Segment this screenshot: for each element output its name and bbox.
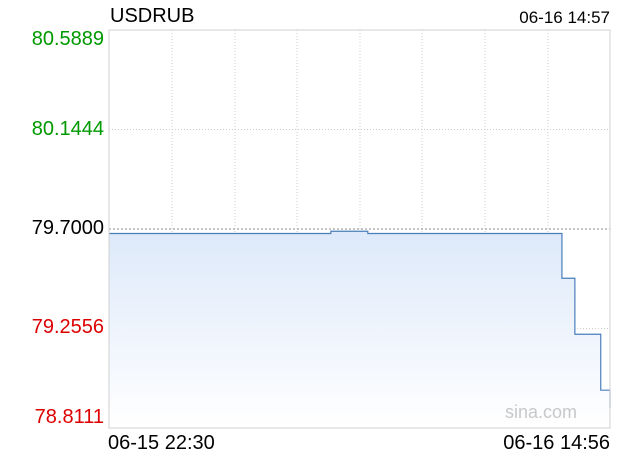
y-tick-label: 79.2556 xyxy=(31,316,104,339)
chart-title: USDRUB xyxy=(110,5,195,27)
timestamp: 06-16 14:57 xyxy=(519,8,610,27)
y-tick-label: 80.1444 xyxy=(31,117,104,140)
y-tick-label: 79.7000 xyxy=(31,217,104,239)
x-label-start: 06-15 22:30 xyxy=(108,432,215,454)
x-label-end: 06-16 14:56 xyxy=(503,432,610,454)
price-area xyxy=(109,231,610,428)
plot-border xyxy=(108,29,611,429)
price-line xyxy=(109,230,611,409)
y-tick-label: 80.5889 xyxy=(31,28,104,50)
watermark: sina.com xyxy=(505,402,578,422)
y-tick-label: 78.8111 xyxy=(34,406,104,428)
